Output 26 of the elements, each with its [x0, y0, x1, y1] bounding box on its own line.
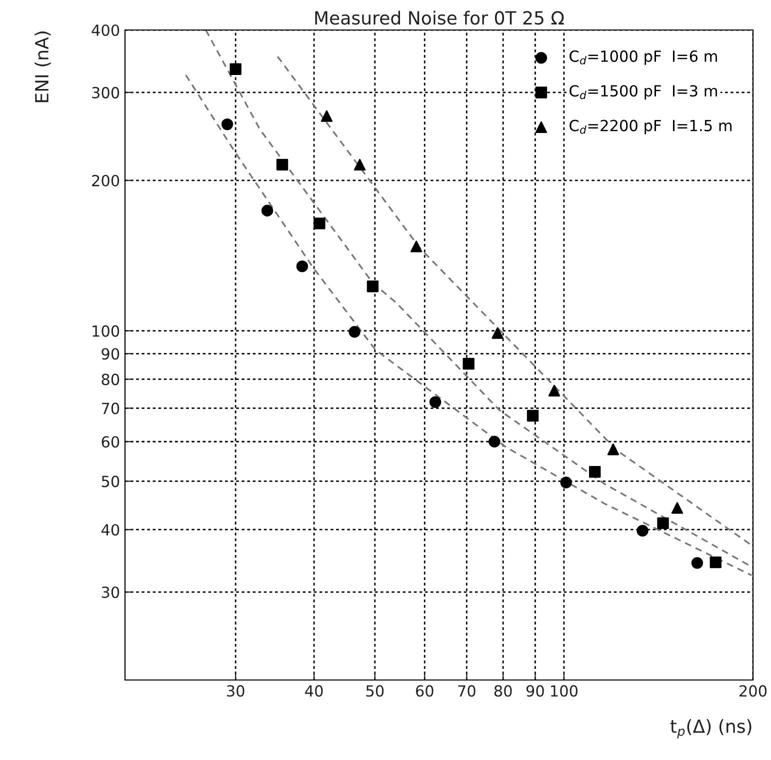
y-axis-title: ENI (nA) [34, 32, 51, 102]
y-tick-label: 50 [102, 476, 120, 488]
x-tick-label: 90 [526, 685, 544, 697]
x-tick-label: 50 [366, 685, 384, 697]
x-tick-label: 70 [458, 685, 476, 697]
legend-label: C$_{d}$=1000 pF I=6 m [570, 50, 717, 65]
y-tick-label: 40 [101, 524, 120, 536]
x-tick-label: 40 [305, 685, 323, 697]
y-tick-label: 90 [102, 348, 120, 360]
x-tick-label: 60 [416, 685, 434, 697]
legend-label: C$_{d}$=1500 pF I=3 m [570, 85, 717, 100]
y-tick-label: 60 [102, 436, 120, 448]
y-tick-label: 70 [102, 402, 120, 414]
y-tick-label: 200 [92, 174, 120, 186]
x-axis-title: t$_{p}$(Δ) (ns) [670, 719, 752, 738]
y-tick-label: 80 [102, 374, 120, 386]
y-tick-label: 30 [102, 586, 120, 598]
y-tick-label: 100 [92, 325, 120, 337]
legend-label: C$_{d}$=2200 pF I=1.5 m [570, 120, 732, 134]
x-tick-label: 200 [740, 685, 767, 697]
chart-title: Measured Noise for 0T 25 Ω [315, 10, 564, 25]
x-tick-label: 30 [227, 685, 244, 697]
x-tick-label: 80 [494, 685, 512, 697]
x-tick-label: 100 [551, 685, 578, 697]
y-tick-label: 300 [92, 86, 120, 98]
y-tick-label: 400 [92, 24, 120, 36]
